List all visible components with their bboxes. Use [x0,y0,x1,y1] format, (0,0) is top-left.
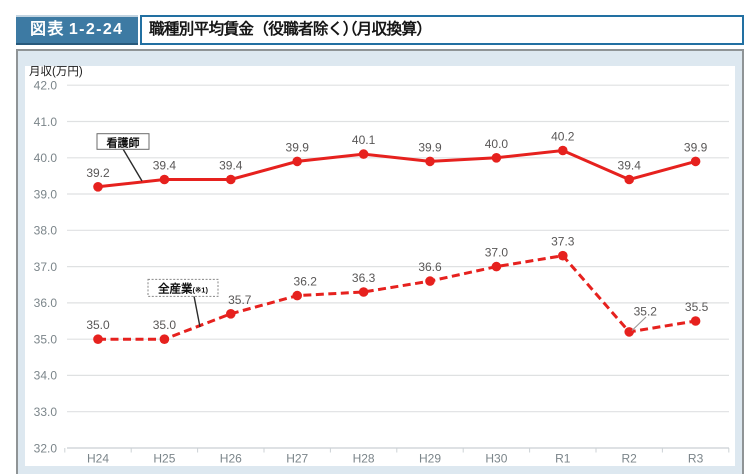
svg-text:H28: H28 [353,452,375,466]
svg-text:40.0: 40.0 [485,137,509,151]
svg-text:38.0: 38.0 [34,224,58,238]
svg-text:36.0: 36.0 [34,296,58,310]
svg-text:H27: H27 [286,452,308,466]
svg-text:36.2: 36.2 [294,275,318,289]
svg-text:39.9: 39.9 [418,140,442,154]
svg-text:39.9: 39.9 [684,140,708,154]
svg-text:40.0: 40.0 [34,151,58,165]
svg-text:40.2: 40.2 [551,130,575,144]
svg-text:R1: R1 [555,452,571,466]
svg-text:35.5: 35.5 [685,300,709,314]
svg-text:H26: H26 [220,452,242,466]
svg-text:37.3: 37.3 [551,235,575,249]
svg-text:36.3: 36.3 [352,271,376,285]
svg-text:35.7: 35.7 [228,293,252,307]
svg-text:39.4: 39.4 [618,159,642,173]
svg-text:41.0: 41.0 [34,115,58,129]
svg-text:33.0: 33.0 [34,405,58,419]
svg-text:R3: R3 [688,452,704,466]
svg-text:39.0: 39.0 [34,187,58,201]
svg-text:39.9: 39.9 [286,140,310,154]
svg-text:39.4: 39.4 [153,159,177,173]
svg-text:42.0: 42.0 [34,79,58,93]
svg-text:35.0: 35.0 [34,333,58,347]
svg-text:看護師: 看護師 [107,136,140,150]
svg-text:全産業(※1): 全産業(※1) [158,281,208,295]
svg-text:36.6: 36.6 [418,260,442,274]
svg-text:34.0: 34.0 [34,369,58,383]
svg-text:月収(万円): 月収(万円) [29,65,83,78]
svg-text:H30: H30 [485,452,507,466]
svg-text:35.0: 35.0 [86,318,110,332]
svg-text:35.2: 35.2 [634,304,658,318]
svg-text:H29: H29 [419,452,441,466]
svg-text:32.0: 32.0 [34,441,58,455]
svg-text:H24: H24 [87,452,109,466]
svg-text:40.1: 40.1 [352,133,376,147]
svg-text:R2: R2 [622,452,638,466]
svg-text:39.4: 39.4 [219,159,243,173]
svg-text:37.0: 37.0 [485,246,509,260]
svg-text:H25: H25 [153,452,175,466]
svg-text:37.0: 37.0 [34,260,58,274]
svg-text:39.2: 39.2 [86,166,110,180]
svg-text:35.0: 35.0 [153,318,177,332]
